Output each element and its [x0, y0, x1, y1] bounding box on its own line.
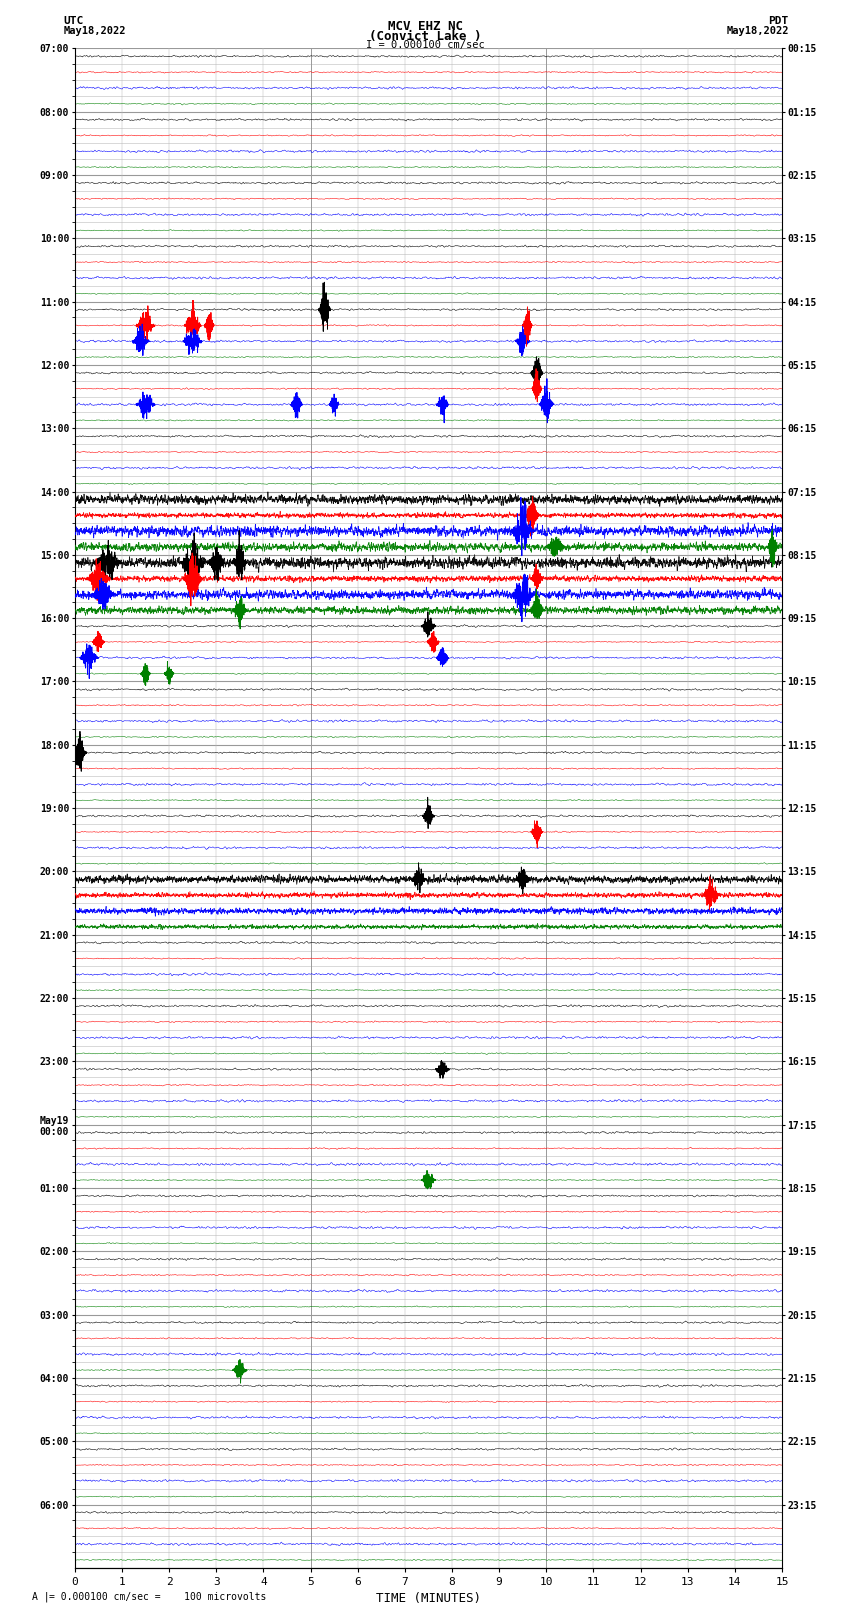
Text: May18,2022: May18,2022	[726, 26, 789, 35]
Text: (Convict Lake ): (Convict Lake )	[369, 31, 481, 44]
Text: UTC: UTC	[64, 16, 84, 26]
Text: I = 0.000100 cm/sec: I = 0.000100 cm/sec	[366, 39, 484, 50]
Text: = 0.000100 cm/sec =    100 microvolts: = 0.000100 cm/sec = 100 microvolts	[49, 1592, 267, 1602]
Text: May18,2022: May18,2022	[64, 26, 127, 35]
Text: PDT: PDT	[768, 16, 789, 26]
Text: A |: A |	[32, 1590, 50, 1602]
Text: MCV EHZ NC: MCV EHZ NC	[388, 19, 462, 34]
X-axis label: TIME (MINUTES): TIME (MINUTES)	[376, 1592, 481, 1605]
